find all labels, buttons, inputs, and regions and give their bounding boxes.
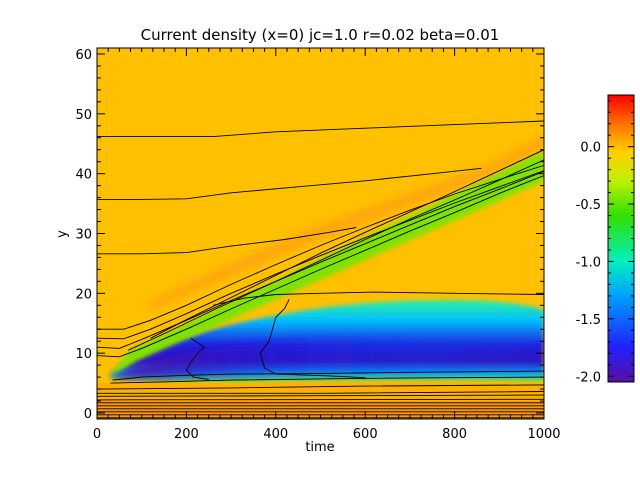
- contour-line: [213, 291, 544, 306]
- y-tick-label: 20: [75, 287, 92, 302]
- contour-line: [97, 394, 544, 397]
- y-tick-label: 10: [75, 347, 92, 362]
- contour-lines: [97, 120, 544, 419]
- y-tick-label: 40: [75, 168, 92, 183]
- y-tick-label: 60: [75, 48, 92, 63]
- x-tick-label: 1000: [527, 427, 560, 442]
- low-region-core: [112, 336, 544, 380]
- colorbar-tick-label: -1.0: [576, 255, 601, 270]
- colorbar-tick-label: 0.0: [580, 141, 601, 156]
- contour-line: [97, 398, 544, 401]
- x-tick-label: 400: [263, 427, 288, 442]
- x-axis-label: time: [305, 440, 334, 455]
- contour-line: [112, 370, 544, 381]
- contour-line: [97, 175, 544, 358]
- x-tick-label: 0: [93, 427, 101, 442]
- colorbar-tick-label: -2.0: [576, 370, 601, 385]
- contour-line: [97, 120, 544, 138]
- colorbar-tick-label: -1.5: [576, 313, 601, 328]
- contour-line: [150, 149, 544, 339]
- contour-line: [97, 384, 544, 390]
- colorbar-ticks: 0.0 -0.5 -1.0 -1.5 -2.0: [576, 100, 634, 385]
- colorbar: [607, 94, 635, 383]
- x-axis: 0 200 400 600 800 1000: [93, 48, 561, 442]
- contour-line: [110, 376, 544, 384]
- contour-line: [97, 164, 544, 330]
- contour-line: [97, 227, 357, 255]
- x-tick-label: 800: [442, 427, 467, 442]
- y-tick-label: 0: [84, 407, 92, 422]
- contour-line: [128, 159, 544, 351]
- y-axis: 0 10 20 30 40 50 60: [75, 48, 544, 422]
- upper-current-sheet: [150, 135, 544, 310]
- heatmap-field: [97, 48, 544, 419]
- contour-line: [97, 391, 544, 394]
- y-tick-label: 30: [75, 228, 92, 243]
- colorbar-tick-label: -0.5: [576, 198, 601, 213]
- x-tick-label: 200: [174, 427, 199, 442]
- y-tick-label: 50: [75, 108, 92, 123]
- contour-line: [97, 170, 544, 349]
- contour-line: [97, 167, 482, 200]
- diagonal-front: [110, 151, 544, 375]
- chart-title: Current density (x=0) jc=1.0 r=0.02 beta…: [141, 26, 500, 44]
- x-tick-label: 600: [353, 427, 378, 442]
- y-axis-label: y: [55, 230, 70, 238]
- contour-line: [185, 337, 209, 380]
- contour-line: [97, 170, 544, 340]
- contour-line: [259, 299, 366, 379]
